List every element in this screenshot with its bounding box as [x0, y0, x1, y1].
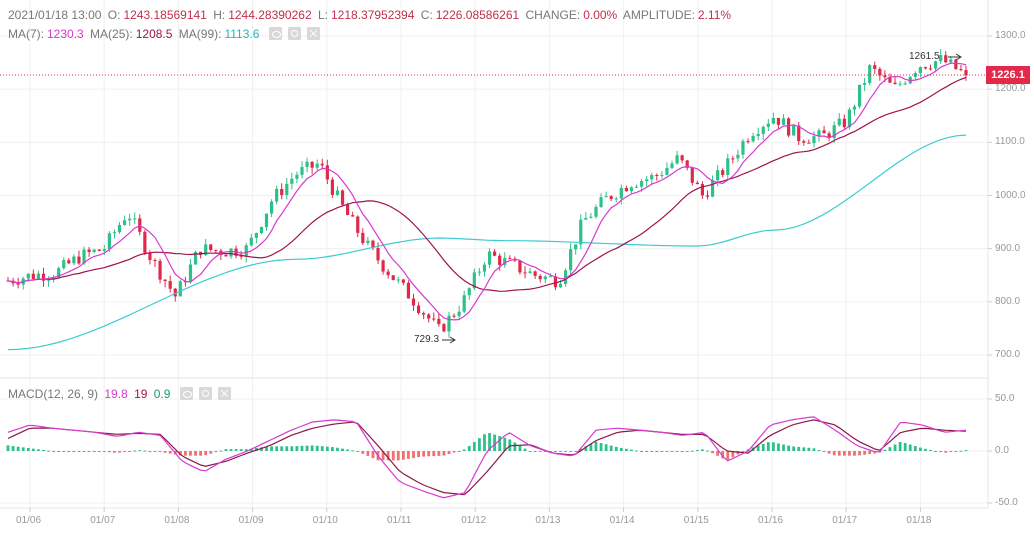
close-icon[interactable] — [306, 27, 320, 40]
min-annotation: 729.3 — [414, 334, 440, 345]
max-annotation: 1261.5 — [909, 51, 940, 62]
x-tick-label: 01/12 — [461, 515, 487, 526]
macd-dea-value: 19 — [134, 387, 148, 401]
x-tick-label: 01/11 — [387, 515, 412, 526]
macd-y-tick-label: 0.0 — [995, 445, 1009, 456]
close-label: C: — [420, 8, 433, 22]
ma7-line — [7, 62, 967, 321]
x-tick-label: 01/16 — [758, 515, 784, 526]
x-tick-label: 01/07 — [90, 515, 116, 526]
high-label: H: — [213, 8, 226, 22]
y-tick-label: 900.0 — [995, 242, 1021, 254]
y-tick-label: 700.0 — [995, 349, 1021, 360]
y-tick-label: 800.0 — [995, 295, 1021, 307]
x-tick-label: 01/15 — [683, 515, 709, 526]
x-tick-label: 01/13 — [535, 515, 561, 526]
macd-dif-line — [7, 416, 967, 499]
y-tick-label: 1100.0 — [995, 136, 1025, 148]
x-tick-label: 01/06 — [16, 515, 42, 526]
amplitude-value: 2.11% — [697, 8, 732, 22]
x-tick-label: 01/08 — [164, 515, 190, 526]
macd-eye-icon[interactable] — [179, 387, 193, 400]
y-tick-label: 1000.0 — [995, 189, 1026, 201]
high-value: 1244.28390262 — [228, 8, 312, 22]
ma99-line — [7, 134, 967, 351]
ma7-label: MA(7): — [8, 27, 44, 41]
eye-icon[interactable] — [268, 27, 282, 40]
y-tick-label: 1200.0 — [995, 83, 1026, 95]
y-tick-label: 1300.0 — [995, 30, 1026, 41]
min-arrow-icon — [442, 336, 456, 344]
x-tick-label: 01/17 — [832, 515, 858, 526]
low-label: L: — [317, 8, 328, 22]
macd-legend: MACD(12, 26, 9) 19.8 19 0.9 — [8, 386, 234, 402]
ma25-value: 1208.5 — [135, 27, 173, 41]
x-tick-label: 01/10 — [312, 515, 338, 526]
x-axis-ticks — [29, 508, 921, 512]
ma-legend: MA(7): 1230.3 MA(25): 1208.5 MA(99): 1113.6 — [8, 26, 323, 42]
low-value: 1218.37952394 — [330, 8, 415, 22]
candlestick-series — [6, 49, 968, 338]
amplitude-label: AMPLITUDE: — [622, 8, 695, 22]
change-value: 0.00% — [583, 8, 618, 22]
y-axis-ticks — [988, 35, 992, 504]
ma25-label: MA(25): — [90, 27, 133, 41]
ma7-value: 1230.3 — [47, 27, 84, 41]
ma99-value: 1113.6 — [224, 27, 260, 41]
macd-settings-icon[interactable] — [198, 387, 212, 400]
ma99-label: MA(99): — [178, 27, 222, 41]
ma25-line — [7, 76, 967, 292]
open-value: 1243.18569141 — [123, 8, 207, 22]
x-tick-label: 01/09 — [238, 515, 264, 526]
ohlc-legend: 2021/01/18 13:00 O: 1243.18569141 H: 1244.… — [8, 7, 734, 23]
macd-hist-value: 0.9 — [153, 387, 171, 401]
current-price-tag: 1226.1 — [986, 66, 1030, 84]
max-arrow-icon — [948, 53, 962, 61]
macd-y-tick-label: -50.0 — [995, 497, 1018, 508]
macd-close-icon[interactable] — [217, 387, 231, 400]
x-tick-label: 01/14 — [609, 515, 635, 526]
macd-dea-line — [7, 419, 967, 496]
open-label: O: — [107, 8, 121, 22]
macd-label: MACD(12, 26, 9) — [8, 387, 99, 401]
legend-datetime: 2021/01/18 13:00 — [8, 8, 102, 22]
macd-dif-value: 19.8 — [104, 387, 128, 401]
macd-histogram — [6, 433, 968, 461]
close-value: 1226.08586261 — [435, 8, 520, 22]
macd-y-tick-label: 50.0 — [995, 393, 1015, 404]
change-label: CHANGE: — [525, 8, 581, 22]
x-tick-label: 01/18 — [906, 515, 932, 526]
settings-icon[interactable] — [287, 27, 301, 40]
